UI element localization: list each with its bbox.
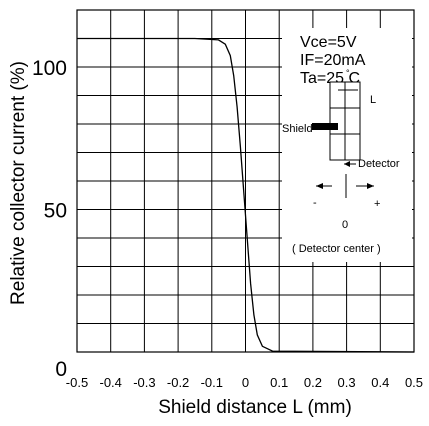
condition-vce: Vce=5V [300, 34, 357, 51]
detector-center-caption: ( Detector center ) [292, 243, 381, 255]
x-tick-label: 0.5 [405, 375, 423, 390]
x-axis-ticks: -0.5 -0.4 -0.3 -0.2 -0.1 0 0.1 0.2 0.3 0.4 0.5 [66, 375, 423, 390]
series-layer [77, 37, 415, 353]
x-tick-label: -0.1 [201, 375, 223, 390]
shield-label: Shield [282, 123, 313, 135]
l-label: L [370, 94, 376, 106]
condition-if: IF=20mA [300, 52, 366, 69]
x-tick-label: -0.3 [133, 375, 155, 390]
detector-arrowhead [344, 161, 350, 167]
x-tick-label: 0.4 [371, 375, 389, 390]
zero-label: 0 [342, 219, 348, 231]
plot-frame [76, 9, 415, 353]
plus-label: + [374, 198, 380, 210]
plus-arrowhead [367, 183, 374, 189]
x-tick-label: 0 [242, 375, 249, 390]
inset-diagram: Vce=5V IF=20mA Ta=25 C ° L Shield Detect… [282, 28, 412, 262]
minus-label: - [313, 197, 317, 209]
y-axis-ticks: 0 50 100 [32, 57, 67, 381]
x-tick-label: 0.2 [304, 375, 322, 390]
y-tick-label: 0 [55, 358, 67, 381]
y-tick-label: 50 [44, 200, 67, 223]
x-tick-label: -0.5 [66, 375, 88, 390]
x-tick-label: -0.2 [167, 375, 189, 390]
x-axis-label: Shield distance L (mm) [158, 397, 352, 418]
x-tick-label: 0.3 [338, 375, 356, 390]
shield-bar [312, 123, 338, 130]
y-axis-label: Relative collector current (%) [8, 61, 29, 305]
y-tick-label: 100 [32, 57, 67, 80]
x-tick-label: 0.1 [270, 375, 288, 390]
detector-label: Detector [358, 158, 400, 170]
x-tick-label: -0.4 [99, 375, 121, 390]
degree-mark: ° [346, 68, 350, 78]
series-line [77, 37, 415, 353]
minus-arrowhead [316, 183, 323, 189]
